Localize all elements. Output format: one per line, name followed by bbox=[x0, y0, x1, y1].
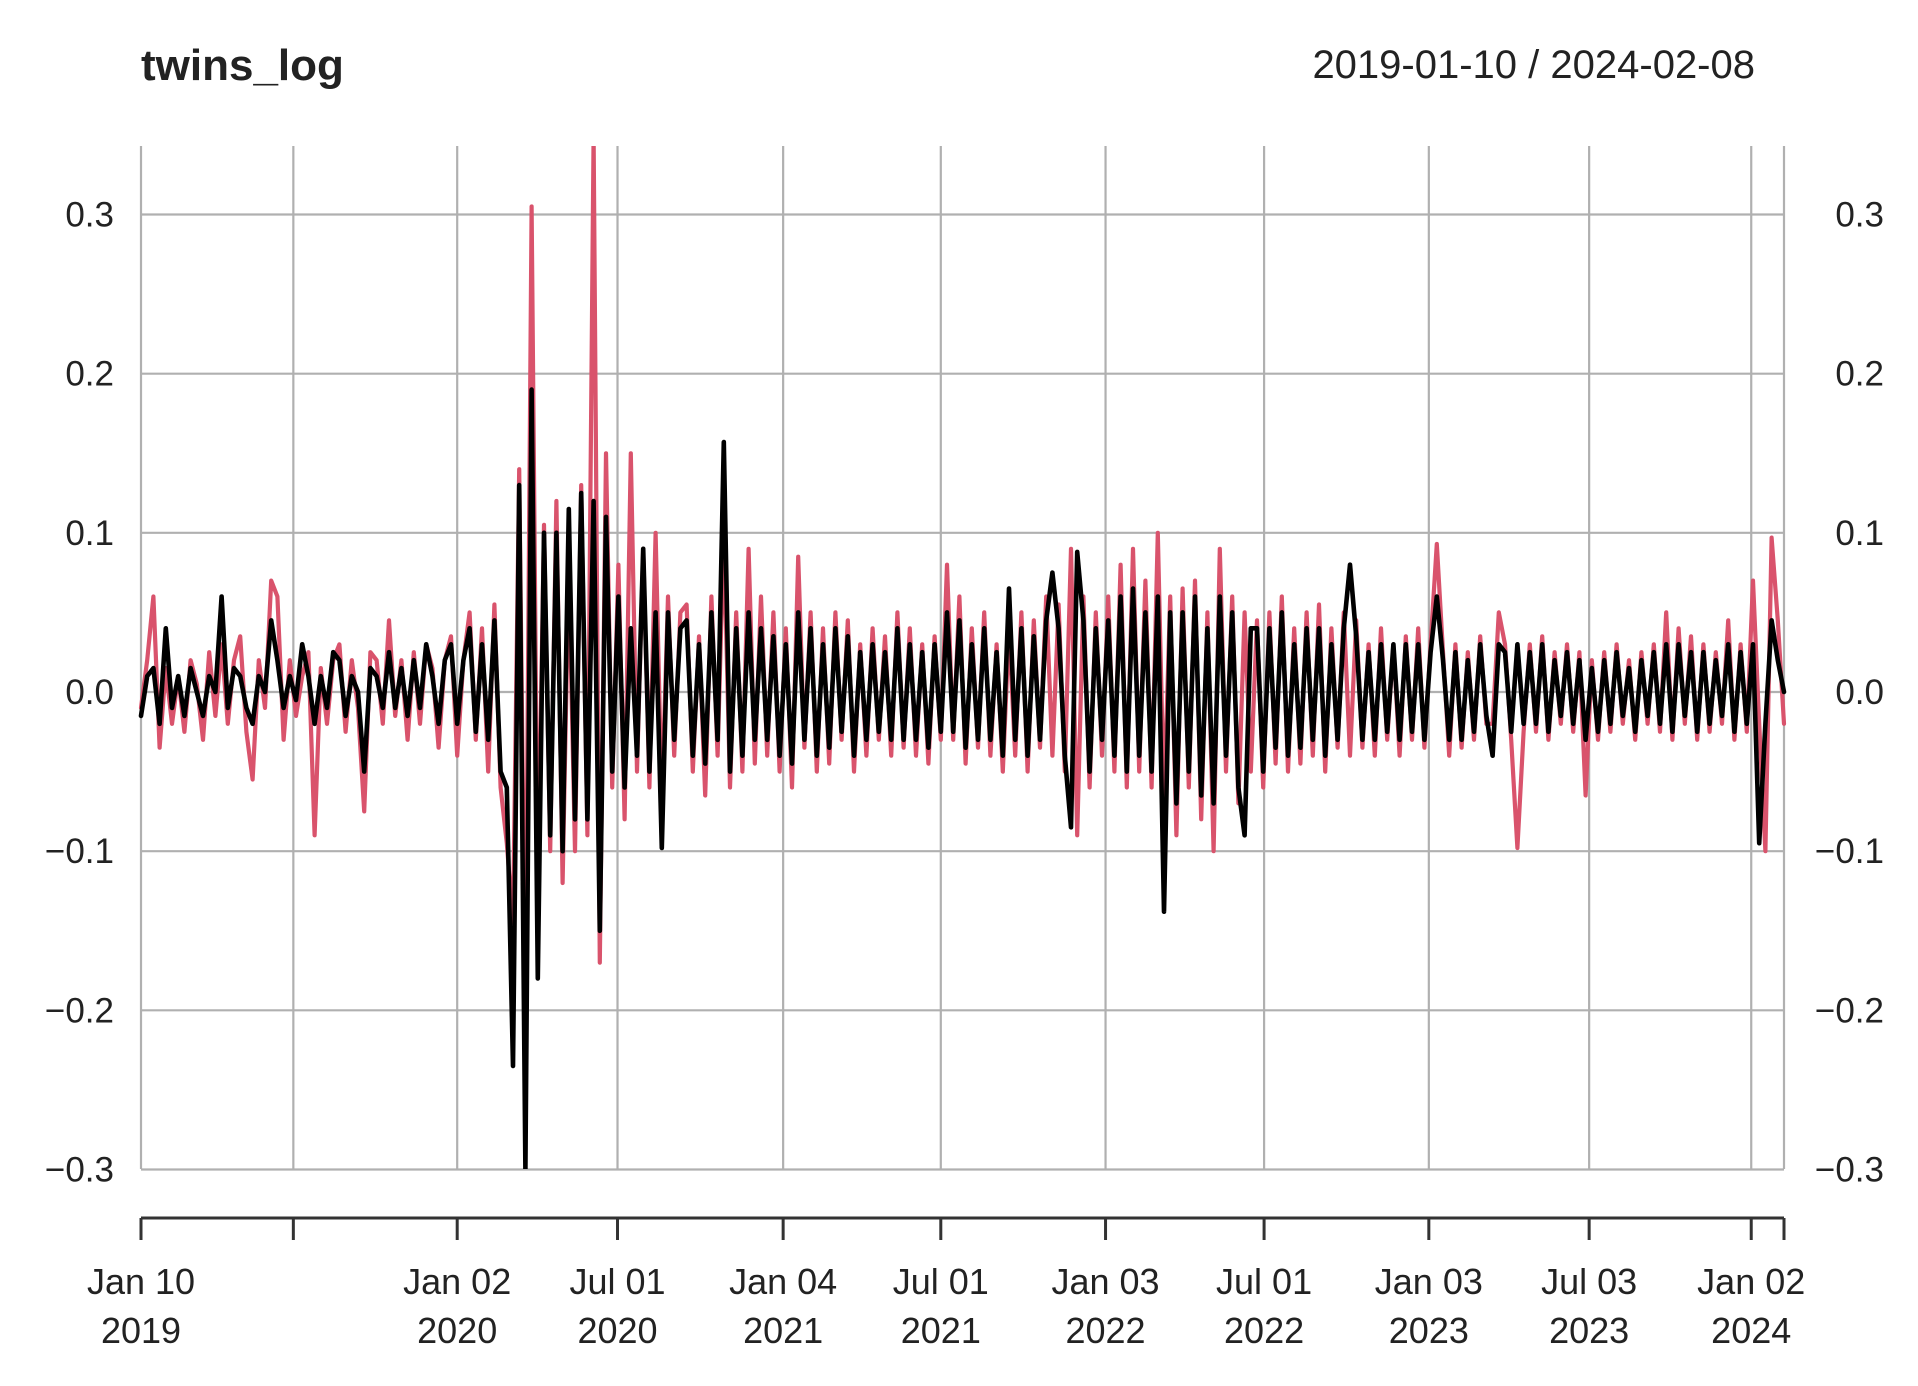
y-tick-label-left: 0.1 bbox=[65, 514, 114, 553]
y-tick-label-right: −0.1 bbox=[1815, 832, 1884, 871]
y-tick-label-right: 0.3 bbox=[1835, 196, 1884, 235]
x-tick-label-date: Jan 04 bbox=[729, 1261, 837, 1302]
y-tick-label-left: 0.2 bbox=[65, 355, 114, 394]
x-tick-label-year: 2021 bbox=[901, 1310, 981, 1351]
x-tick-label-date: Jul 03 bbox=[1541, 1261, 1637, 1302]
x-tick-label-date: Jan 02 bbox=[403, 1261, 511, 1302]
y-tick-label-right: 0.2 bbox=[1835, 355, 1884, 394]
y-tick-label-left: −0.1 bbox=[45, 832, 114, 871]
x-axis: Jan 10 2019 Jan 02 2020 Jul 01 2020 Jan 04 2021… bbox=[87, 1216, 1805, 1351]
chart-title: twins_log bbox=[141, 41, 344, 90]
x-tick-label-date: Jan 02 bbox=[1697, 1261, 1805, 1302]
y-tick-label-right: 0.1 bbox=[1835, 514, 1884, 553]
y-axis-right-labels: 0.3 0.2 0.1 0.0 −0.1 −0.2 −0.3 bbox=[1815, 196, 1884, 1190]
y-tick-label-right: −0.2 bbox=[1815, 991, 1884, 1030]
x-tick-label-year: 2020 bbox=[577, 1310, 657, 1351]
x-tick-label-date: Jan 03 bbox=[1375, 1261, 1483, 1302]
x-tick-label-year: 2024 bbox=[1711, 1310, 1791, 1351]
x-tick-label-date: Jan 03 bbox=[1051, 1261, 1159, 1302]
x-tick-label-year: 2023 bbox=[1389, 1310, 1469, 1351]
series-red-line bbox=[138, 146, 1787, 1013]
y-tick-label-left: −0.2 bbox=[45, 991, 114, 1030]
x-tick-label-date: Jul 01 bbox=[893, 1261, 989, 1302]
x-tick-label-year: 2022 bbox=[1065, 1310, 1145, 1351]
x-tick-label-year: 2022 bbox=[1224, 1310, 1304, 1351]
y-tick-label-left: −0.3 bbox=[45, 1151, 114, 1190]
x-tick-label-year: 2023 bbox=[1549, 1310, 1629, 1351]
y-tick-label-left: 0.0 bbox=[65, 673, 114, 712]
x-tick-label-year: 2019 bbox=[101, 1310, 181, 1351]
series-black-line bbox=[138, 387, 1787, 1169]
x-tick-label-year: 2021 bbox=[743, 1310, 823, 1351]
x-tick-label-date: Jul 01 bbox=[569, 1261, 665, 1302]
x-tick-label-year: 2020 bbox=[417, 1310, 497, 1351]
series-lines bbox=[138, 146, 1787, 1169]
y-axis-left-labels: 0.3 0.2 0.1 0.0 −0.1 −0.2 −0.3 bbox=[45, 196, 114, 1190]
y-tick-label-right: −0.3 bbox=[1815, 1151, 1884, 1190]
x-tick-label-date: Jan 10 bbox=[87, 1261, 195, 1302]
date-range-label: 2019-01-10 / 2024-02-08 bbox=[1312, 43, 1755, 87]
y-tick-label-right: 0.0 bbox=[1835, 673, 1884, 712]
y-tick-label-left: 0.3 bbox=[65, 196, 114, 235]
x-tick-label-date: Jul 01 bbox=[1216, 1261, 1312, 1302]
